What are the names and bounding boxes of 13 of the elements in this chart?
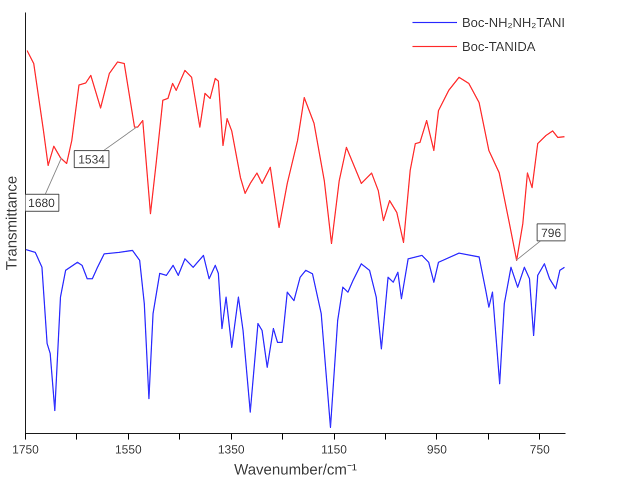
annotation: 1680: [28, 196, 56, 210]
x-axis-title: Wavenumber/cm⁻¹: [234, 462, 357, 478]
x-tick-label: 1550: [115, 442, 142, 456]
annotation: 1534: [78, 152, 106, 167]
x-tick-label: 950: [426, 442, 448, 456]
x-tick-label: 1150: [321, 442, 348, 456]
legend-label: Boc-NH₂NH₂TANI: [462, 14, 565, 30]
x-tick-label: 750: [530, 442, 550, 456]
x-tick-label: 1350: [218, 442, 245, 456]
annotation: 796: [541, 226, 562, 240]
x-tick-label: 1750: [12, 442, 40, 456]
legend-label: Boc-TANIDA: [462, 38, 536, 54]
y-axis-title: Transmittance: [4, 176, 20, 270]
